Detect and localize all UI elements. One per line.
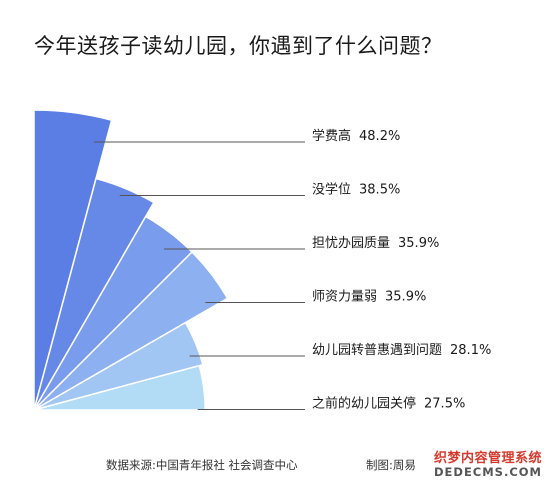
category-label-3: 担忧办园质量 35.9% bbox=[312, 236, 439, 251]
fan-wedge-5 bbox=[33, 321, 204, 411]
chart-title: 今年送孩子读幼儿园，你遇到了什么问题？ bbox=[34, 34, 443, 58]
chart-credit: 制图:周易 bbox=[366, 458, 416, 472]
category-label-6: 之前的幼儿园关停 27.5% bbox=[312, 396, 465, 412]
watermark-domain: DEDECMS.COM bbox=[434, 464, 542, 479]
category-label-5: 幼儿园转普惠遇到问题 28.1% bbox=[312, 343, 491, 358]
data-source: 数据来源:中国青年报社 社会调查中心 bbox=[106, 458, 298, 472]
category-label-4: 师资力量弱 35.9% bbox=[312, 290, 426, 305]
value-label: 28.1% bbox=[450, 343, 491, 358]
category-name: 没学位 bbox=[312, 182, 351, 198]
category-label-1: 学费高 48.2% bbox=[312, 128, 400, 144]
fan-wedge-2 bbox=[33, 177, 155, 411]
value-label: 35.9% bbox=[385, 290, 426, 305]
category-name: 担忧办园质量 bbox=[312, 236, 390, 251]
fan-wedge-4 bbox=[33, 250, 229, 411]
value-label: 48.2% bbox=[359, 129, 400, 144]
value-label: 38.5% bbox=[359, 183, 400, 198]
category-label-2: 没学位 38.5% bbox=[312, 182, 400, 198]
value-label: 35.9% bbox=[398, 236, 439, 251]
category-name: 师资力量弱 bbox=[312, 290, 377, 305]
watermark-logo: 织梦内容管理系统 DEDECMS.COM bbox=[434, 452, 542, 478]
watermark-text: 织梦内容管理系统 bbox=[433, 451, 542, 466]
value-label: 27.5% bbox=[424, 397, 465, 412]
category-name: 学费高 bbox=[312, 128, 351, 144]
category-name: 之前的幼儿园关停 bbox=[312, 396, 416, 412]
category-name: 幼儿园转普惠遇到问题 bbox=[312, 343, 442, 358]
